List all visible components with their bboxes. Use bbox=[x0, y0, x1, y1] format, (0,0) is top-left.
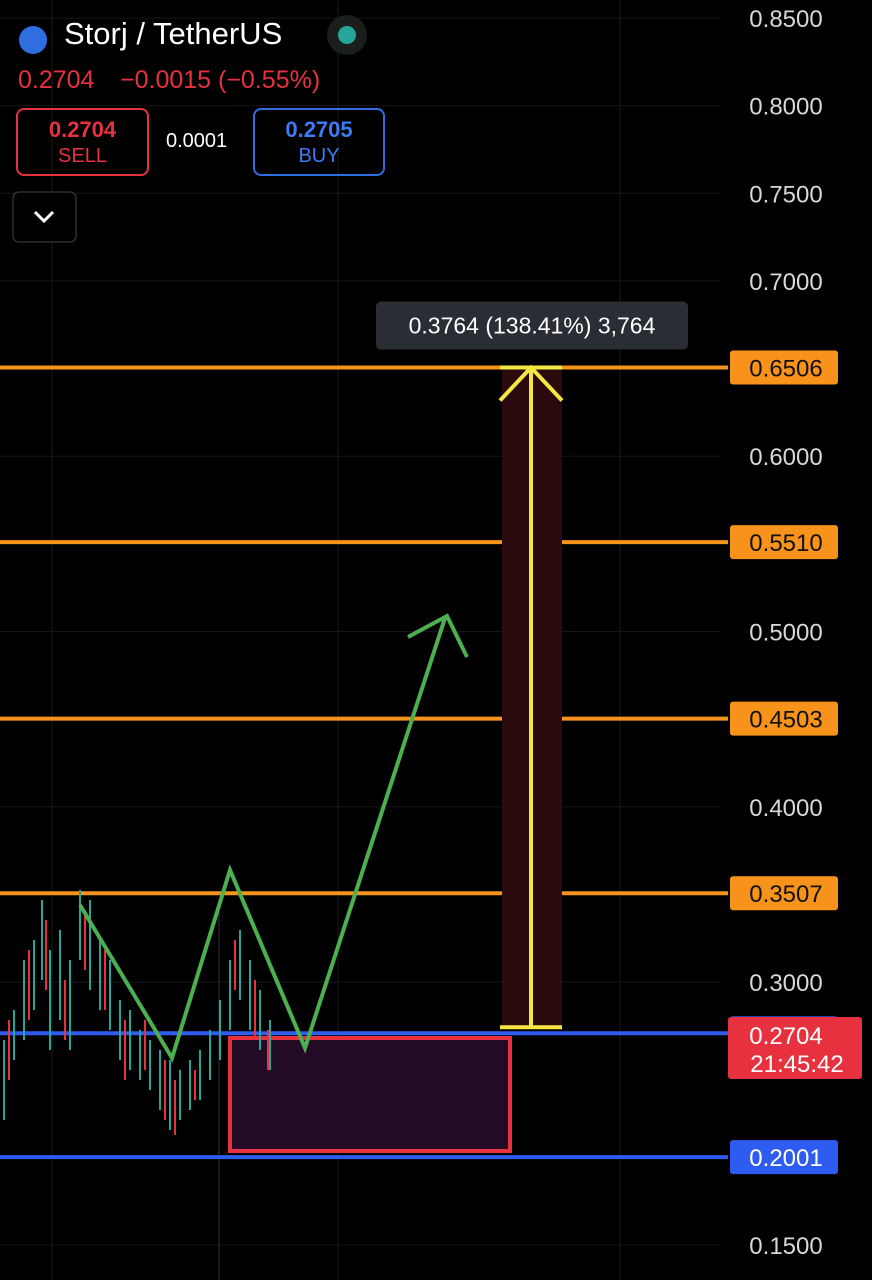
measure-label: 0.3764 (138.41%) 3,764 bbox=[409, 313, 656, 339]
level-label: 0.6506 bbox=[749, 356, 822, 383]
price-tick-label: 0.8500 bbox=[749, 6, 822, 33]
current-price-tag bbox=[728, 1016, 862, 1079]
measure-tooltip bbox=[376, 301, 688, 350]
price-tick-label: 0.5000 bbox=[749, 620, 822, 647]
buy-price: 0.2705 bbox=[285, 117, 353, 142]
price-tick-label: 0.3000 bbox=[749, 970, 822, 997]
last-price: 0.2704 bbox=[18, 66, 95, 94]
spread: 0.0001 bbox=[166, 130, 228, 152]
sell-price: 0.2704 bbox=[48, 117, 117, 142]
chevron-icon bbox=[33, 210, 55, 224]
sell-label: SELL bbox=[58, 145, 107, 167]
level-label: 0.5510 bbox=[749, 530, 822, 557]
projection-path bbox=[78, 617, 447, 1063]
price-tick-label: 0.1500 bbox=[749, 1233, 822, 1260]
coin-logo bbox=[19, 26, 47, 54]
projection-arrowhead bbox=[407, 613, 469, 658]
level-tag bbox=[730, 1140, 838, 1175]
price-tick-label: 0.7000 bbox=[749, 269, 822, 296]
zone-box bbox=[228, 1036, 512, 1153]
level-tag bbox=[730, 701, 838, 736]
measure-arrowhead bbox=[498, 364, 564, 402]
level-label: 0.3507 bbox=[749, 881, 822, 908]
buy-label: BUY bbox=[298, 145, 340, 167]
level-tag bbox=[730, 350, 838, 385]
price-tick-label: 0.6000 bbox=[749, 444, 822, 471]
buy-button[interactable]: 0.2705 BUY bbox=[253, 108, 385, 176]
current-price-label: 0.2704 bbox=[749, 1023, 822, 1050]
candles bbox=[3, 890, 271, 1135]
price-tick-label: 0.7500 bbox=[749, 181, 822, 208]
status-dot bbox=[338, 26, 356, 44]
price-tick-label: 0.8000 bbox=[749, 94, 822, 121]
level-label: 0.2001 bbox=[749, 1145, 822, 1172]
price-change: −0.0015 (−0.55%) bbox=[120, 66, 321, 94]
level-tag bbox=[730, 876, 838, 911]
countdown: 21:45:42 bbox=[750, 1051, 843, 1078]
price-tick-label: 0.4000 bbox=[749, 795, 822, 822]
level-label: 0.4503 bbox=[749, 707, 822, 734]
sell-button[interactable]: 0.2704 SELL bbox=[16, 108, 149, 176]
symbol: Storj / TetherUS bbox=[64, 16, 283, 51]
level-tag bbox=[730, 525, 838, 560]
collapse-button[interactable] bbox=[12, 191, 77, 243]
